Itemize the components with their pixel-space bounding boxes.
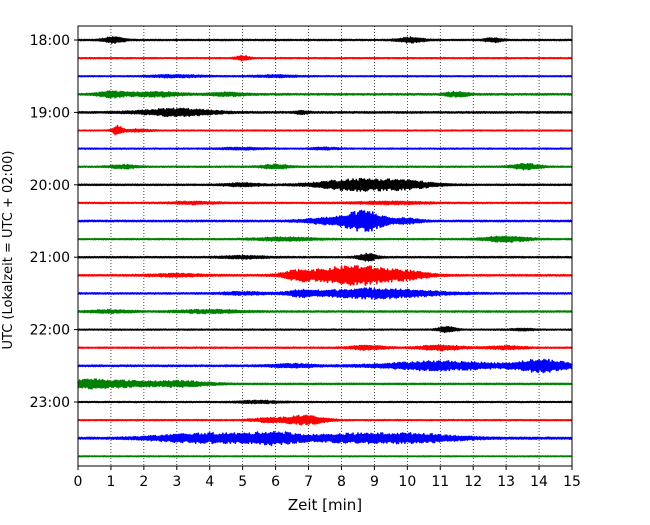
- seismogram-trace-1800: [77, 36, 573, 44]
- trace-layer: [77, 36, 573, 458]
- y-tick-label: 19:00: [30, 105, 70, 121]
- y-tick-label: 22:00: [30, 323, 70, 339]
- x-tick-label: 15: [563, 474, 581, 490]
- x-tick-label: 3: [172, 474, 181, 490]
- x-axis-label: Zeit [min]: [288, 496, 362, 514]
- x-tick-label: 14: [530, 474, 548, 490]
- seismogram-trace-2000: [77, 177, 573, 192]
- seismogram-trace-2245: [77, 378, 573, 390]
- y-tick-label: 21:00: [30, 250, 70, 266]
- x-tick-label: 11: [431, 474, 449, 490]
- seismogram-trace-1900: [77, 107, 573, 118]
- seismogram-trace-2230: [77, 358, 573, 374]
- seismogram-trace-1930: [77, 146, 573, 151]
- seismogram-trace-2015: [77, 200, 573, 206]
- seismogram-trace-2200: [77, 325, 573, 334]
- seismogram-trace-2045: [77, 235, 573, 243]
- x-tick-label: 2: [139, 474, 148, 490]
- x-axis-ticks: 0 1 2 3 4 5 6 7 8 9 10 11 12 13 14 15: [74, 466, 581, 490]
- seismogram-trace-2345: [77, 455, 573, 458]
- seismogram-trace-2130: [77, 287, 573, 300]
- y-tick-label: 23:00: [30, 395, 70, 411]
- plot-frame: [77, 25, 573, 467]
- seismogram-trace-2030: [77, 209, 573, 232]
- seismogram-trace-1815: [77, 54, 573, 62]
- seismogram-trace-2115: [77, 265, 573, 286]
- x-tick-label: 9: [370, 474, 379, 490]
- seismogram-trace-1845: [77, 90, 573, 99]
- x-tick-label: 12: [464, 474, 482, 490]
- seismogram-trace-1915: [77, 124, 573, 136]
- seismogram-trace-2100: [77, 252, 573, 262]
- seismogram-trace-2315: [77, 414, 573, 426]
- seismogram-trace-1830: [77, 73, 573, 79]
- seismogram-trace-2330: [77, 430, 573, 447]
- y-tick-label: 20:00: [30, 178, 70, 194]
- x-tick-label: 7: [304, 474, 313, 490]
- seismogram-trace-1945: [77, 163, 573, 171]
- x-tick-label: 0: [74, 474, 83, 490]
- x-tick-label: 13: [497, 474, 515, 490]
- seismogram-trace-2300: [77, 399, 573, 405]
- seismogram-trace-2215: [77, 344, 573, 352]
- x-tick-label: 1: [106, 474, 115, 490]
- x-tick-label: 4: [205, 474, 214, 490]
- seismogram-trace-2145: [77, 308, 573, 315]
- y-tick-label: 18:00: [30, 33, 70, 49]
- grid-layer: [110, 26, 540, 466]
- x-tick-label: 5: [238, 474, 247, 490]
- y-axis-ticks: 18:00 19:00 20:00 21:00 22:00 23:00: [30, 33, 78, 411]
- x-tick-label: 10: [398, 474, 416, 490]
- x-tick-label: 6: [271, 474, 280, 490]
- x-tick-label: 8: [337, 474, 346, 490]
- y-axis-label: UTC (Lokalzeit = UTC + 02:00): [1, 151, 16, 350]
